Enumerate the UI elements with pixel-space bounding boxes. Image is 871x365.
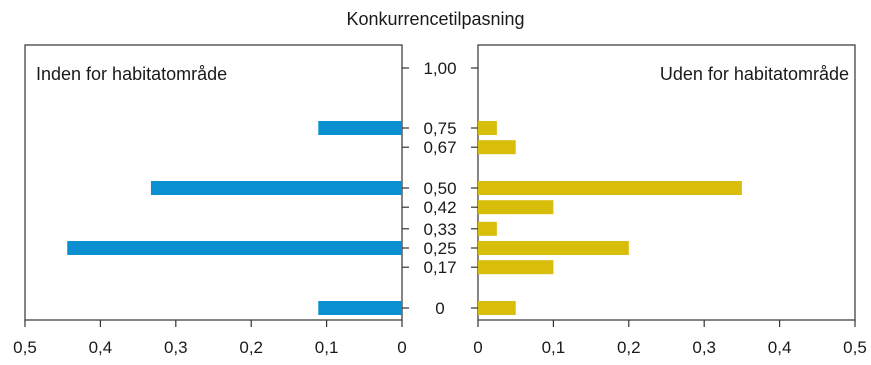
- left-x-tick-label: 0: [397, 338, 406, 357]
- left-x-tick-label: 0,2: [239, 338, 263, 357]
- right-x-tick-label: 0,4: [768, 338, 792, 357]
- category-label: 1,00: [423, 59, 456, 78]
- right-panel-label: Uden for habitatområde: [659, 64, 849, 84]
- right-bar: [478, 241, 629, 255]
- left-x-tick-label: 0,1: [315, 338, 339, 357]
- right-x-tick-label: 0,3: [692, 338, 716, 357]
- category-label: 0,33: [423, 220, 456, 239]
- right-bar: [478, 121, 497, 135]
- category-label: 0,42: [423, 198, 456, 217]
- left-x-tick-label: 0,5: [13, 338, 37, 357]
- right-x-tick-label: 0: [473, 338, 482, 357]
- left-bar: [150, 181, 402, 195]
- right-bar: [478, 140, 516, 155]
- left-panel-label: Inden for habitatområde: [36, 64, 228, 84]
- category-label: 0,25: [423, 239, 456, 258]
- right-bar: [478, 301, 516, 315]
- category-label: 0,75: [423, 119, 456, 138]
- right-x-tick-label: 0,5: [843, 338, 867, 357]
- left-bar: [318, 301, 402, 315]
- category-label: 0,50: [423, 179, 456, 198]
- category-label: 0,17: [423, 258, 456, 277]
- category-label: 0: [435, 299, 444, 318]
- right-bar: [478, 260, 554, 275]
- right-x-tick-label: 0,1: [542, 338, 566, 357]
- right-x-tick-label: 0,2: [617, 338, 641, 357]
- left-x-tick-label: 0,4: [89, 338, 113, 357]
- right-bar: [478, 181, 742, 195]
- left-bar: [318, 121, 402, 135]
- right-bar: [478, 221, 497, 236]
- left-x-tick-label: 0,3: [164, 338, 188, 357]
- right-bar: [478, 200, 554, 215]
- category-label: 0,67: [423, 138, 456, 157]
- left-bar: [67, 241, 402, 255]
- chart-title: Konkurrencetilpasning: [346, 9, 525, 29]
